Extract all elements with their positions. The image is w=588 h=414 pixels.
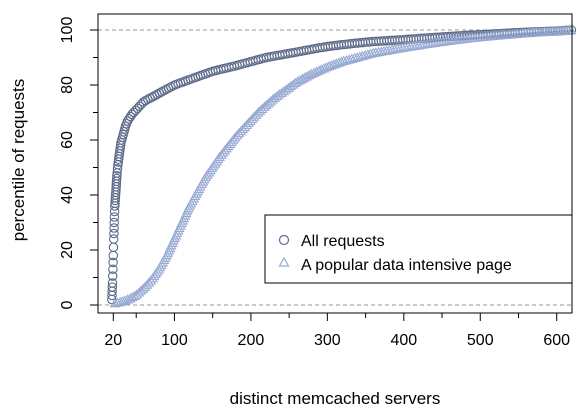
x-tick-label-400: 400 <box>390 332 417 349</box>
point-all-requests-10 <box>108 234 119 244</box>
point-popular-page-111 <box>301 71 313 81</box>
point-popular-page-112 <box>303 69 315 80</box>
point-all-requests-26 <box>111 173 122 184</box>
plot-border <box>97 13 573 314</box>
y-tick-label-100: 100 <box>59 17 76 44</box>
y-tick-label-60: 60 <box>59 131 76 149</box>
point-all-requests-3 <box>107 282 118 292</box>
point-all-requests-14 <box>109 212 120 222</box>
point-all-requests-29 <box>112 164 123 174</box>
point-popular-page-211 <box>565 24 577 35</box>
legend-label-popular-page: A popular data intensive page <box>301 257 512 274</box>
legend-circle-marker <box>278 234 290 246</box>
series-popular-page <box>109 24 577 308</box>
x-tick-label-600: 600 <box>543 332 570 349</box>
y-tick-label-0: 0 <box>59 300 76 309</box>
point-all-requests-13 <box>109 217 119 228</box>
y-axis-title: percentile of requests <box>9 79 28 242</box>
x-tick-label-20: 20 <box>104 332 122 349</box>
x-axis: 20 100 200 300 400 500 600 <box>104 313 570 349</box>
point-all-requests-11 <box>109 228 119 239</box>
legend-box <box>264 214 573 284</box>
x-tick-label-500: 500 <box>467 332 494 349</box>
point-all-requests-5 <box>107 271 118 281</box>
y-axis: 0 20 40 60 80 100 <box>59 17 99 309</box>
legend-label-all-requests: All requests <box>301 233 385 250</box>
y-tick-label-80: 80 <box>59 76 76 94</box>
legend: All requests A popular data intensive pa… <box>264 214 573 284</box>
point-all-requests-6 <box>108 264 118 275</box>
series-group <box>107 24 577 308</box>
point-all-requests-55 <box>138 97 149 107</box>
x-tick-label-100: 100 <box>161 332 188 349</box>
point-popular-page-7 <box>127 291 138 302</box>
point-popular-page-5 <box>122 294 133 304</box>
y-tick-label-20: 20 <box>59 241 76 259</box>
legend-triangle-marker <box>278 256 290 267</box>
point-all-requests-27 <box>112 171 122 181</box>
x-tick-label-200: 200 <box>238 332 265 349</box>
x-tick-label-300: 300 <box>314 332 341 349</box>
x-axis-title: distinct memcached servers <box>230 389 441 408</box>
point-all-requests-7 <box>108 257 118 268</box>
y-tick-label-40: 40 <box>59 186 76 204</box>
point-all-requests-4 <box>107 278 118 288</box>
point-all-requests-9 <box>108 242 119 253</box>
point-all-requests-12 <box>109 223 119 233</box>
